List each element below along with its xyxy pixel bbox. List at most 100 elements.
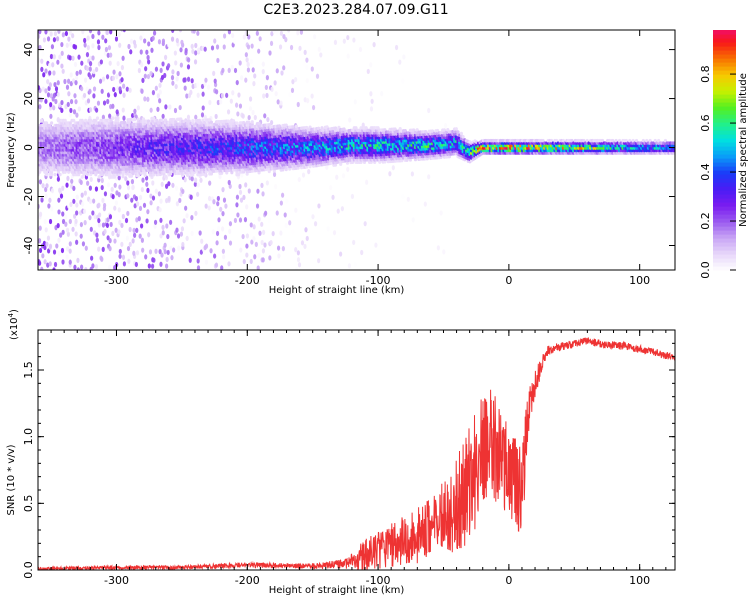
noise-cell [291, 229, 295, 235]
noise-cell [151, 35, 155, 41]
noise-cell [245, 57, 249, 63]
noise-cell [75, 202, 79, 208]
noise-cell [54, 212, 58, 218]
noise-cell [317, 258, 321, 264]
noise-cell [73, 44, 78, 50]
noise-cell [130, 112, 135, 119]
noise-cell [258, 36, 262, 42]
noise-cell [442, 249, 446, 255]
noise-cell [196, 191, 200, 197]
noise-cell [122, 115, 126, 121]
noise-cell [135, 227, 139, 233]
noise-cell [264, 84, 268, 91]
noise-cell [74, 218, 78, 224]
noise-cell [59, 193, 64, 199]
noise-cell [181, 188, 185, 195]
noise-cell [114, 200, 118, 206]
noise-cell [238, 217, 243, 223]
noise-cell [48, 62, 52, 68]
noise-cell [154, 85, 158, 91]
noise-cell [118, 184, 122, 190]
noise-cell [207, 195, 212, 202]
noise-cell [275, 30, 279, 36]
noise-cell [306, 98, 310, 104]
noise-cell [160, 252, 164, 258]
noise-cell [46, 78, 50, 85]
ridge-cell [84, 118, 88, 123]
noise-cell [57, 250, 61, 257]
noise-cell [222, 44, 226, 50]
noise-cell [183, 85, 187, 91]
noise-cell [99, 59, 103, 65]
noise-cell [248, 96, 253, 102]
noise-cell [83, 77, 88, 83]
noise-cell [110, 186, 114, 192]
noise-cell [135, 250, 140, 256]
noise-cell [278, 44, 283, 50]
noise-cell [221, 67, 225, 73]
noise-cell [143, 73, 147, 79]
noise-cell [146, 96, 150, 102]
noise-cell [92, 93, 96, 99]
noise-cell [79, 179, 83, 186]
noise-cell [239, 197, 244, 203]
noise-cell [74, 80, 78, 86]
noise-cell [159, 261, 163, 267]
noise-cell [265, 180, 269, 186]
noise-cell [185, 213, 189, 219]
noise-cell [247, 188, 251, 194]
noise-cell [50, 188, 55, 194]
noise-cell [141, 177, 145, 183]
noise-cell [170, 255, 174, 261]
noise-cell [374, 242, 378, 248]
noise-cell [45, 183, 49, 189]
noise-cell [118, 86, 122, 92]
noise-cell [75, 70, 79, 76]
noise-cell [166, 249, 170, 256]
noise-cell [133, 108, 137, 114]
noise-cell [73, 61, 78, 68]
noise-cell [260, 221, 264, 227]
noise-cell [203, 46, 207, 52]
noise-cell [227, 30, 232, 35]
noise-cell [221, 211, 225, 217]
noise-cell [61, 68, 65, 74]
noise-cell [220, 93, 225, 99]
noise-cell [231, 32, 235, 39]
noise-cell [64, 221, 68, 227]
noise-cell [213, 78, 217, 84]
noise-cell [137, 216, 141, 222]
ridge-cell [80, 175, 84, 179]
noise-cell [74, 99, 78, 105]
noise-cell [68, 241, 72, 247]
noise-cell [169, 219, 173, 225]
noise-cell [332, 230, 337, 236]
ridge-cell [72, 118, 76, 123]
ridge-cell [95, 116, 100, 120]
noise-cell [56, 80, 60, 86]
noise-cell [91, 210, 95, 216]
noise-cell [91, 263, 95, 269]
noise-cell [78, 69, 82, 75]
noise-cell [108, 246, 112, 252]
noise-cell [136, 201, 140, 207]
noise-cell [281, 246, 285, 252]
noise-cell [227, 261, 231, 267]
noise-cell [167, 63, 171, 69]
noise-cell [60, 50, 64, 56]
noise-cell [73, 264, 77, 270]
noise-cell [101, 222, 106, 228]
noise-cell [81, 241, 86, 247]
noise-cell [44, 98, 48, 104]
noise-cell [204, 203, 208, 209]
noise-cell [178, 104, 182, 111]
ridge-cell [97, 175, 101, 179]
noise-cell [104, 38, 108, 44]
noise-cell [228, 221, 233, 227]
noise-cell [124, 217, 129, 224]
noise-cell [73, 93, 77, 99]
noise-cell [220, 265, 224, 270]
noise-cell [256, 188, 260, 194]
noise-cell [295, 267, 299, 270]
noise-cell [372, 42, 376, 48]
